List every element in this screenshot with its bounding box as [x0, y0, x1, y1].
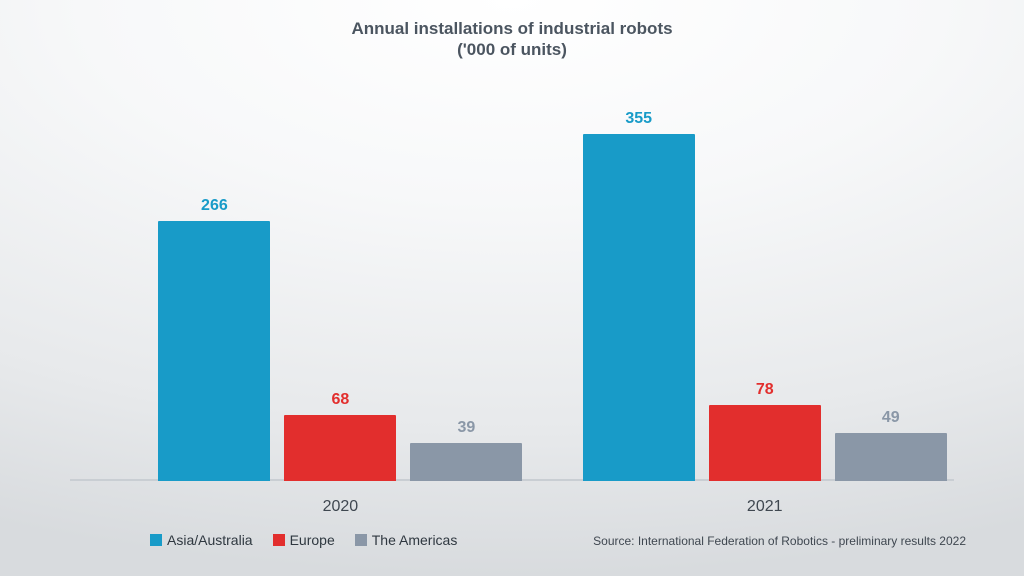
- bar-the-americas-2020: 39: [410, 443, 522, 481]
- x-axis-label-2020: 2020: [323, 498, 359, 516]
- bar-europe-2020: 68: [284, 415, 396, 481]
- chart-stage: Annual installations of industrial robot…: [0, 0, 1024, 576]
- legend-swatch-americas: [355, 534, 367, 546]
- source-note: Source: International Federation of Robo…: [593, 534, 966, 548]
- bar-group-2021: 3557849: [583, 134, 947, 481]
- bar-value-label: 39: [457, 419, 475, 437]
- bar-the-americas-2021: 49: [835, 433, 947, 481]
- chart-title: Annual installations of industrial robot…: [0, 18, 1024, 61]
- legend-swatch-asia: [150, 534, 162, 546]
- bar-value-label: 49: [882, 409, 900, 427]
- chart-title-line2: ('000 of units): [0, 39, 1024, 60]
- chart-title-line1: Annual installations of industrial robot…: [0, 18, 1024, 39]
- legend-label-asia: Asia/Australia: [167, 532, 253, 548]
- chart-legend: Asia/Australia Europe The Americas: [150, 532, 457, 548]
- legend-swatch-europe: [273, 534, 285, 546]
- bar-europe-2021: 78: [709, 405, 821, 481]
- legend-label-americas: The Americas: [372, 532, 458, 548]
- bar-asia-australia-2020: 266: [158, 221, 270, 481]
- bar-value-label: 266: [201, 197, 228, 215]
- plot-area: 26668393557849: [70, 90, 954, 481]
- bar-value-label: 78: [756, 381, 774, 399]
- bar-value-label: 68: [331, 391, 349, 409]
- x-axis-label-2021: 2021: [747, 498, 783, 516]
- bar-value-label: 355: [625, 110, 652, 128]
- legend-item-americas: The Americas: [355, 532, 458, 548]
- legend-item-asia: Asia/Australia: [150, 532, 253, 548]
- legend-label-europe: Europe: [290, 532, 335, 548]
- legend-item-europe: Europe: [273, 532, 335, 548]
- bar-group-2020: 2666839: [158, 221, 522, 481]
- bar-asia-australia-2021: 355: [583, 134, 695, 481]
